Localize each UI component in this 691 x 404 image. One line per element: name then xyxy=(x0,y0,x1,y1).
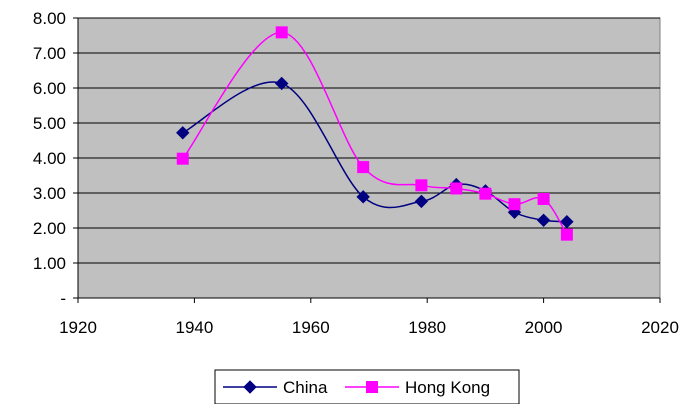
x-tick-label: 2020 xyxy=(641,318,679,337)
y-tick-label: 3.00 xyxy=(33,184,66,203)
data-point-0-2 xyxy=(356,190,370,204)
legend-marker-0 xyxy=(243,380,257,394)
data-point-1-4 xyxy=(450,182,463,195)
x-tick-label: 1960 xyxy=(292,318,330,337)
data-point-0-1 xyxy=(274,76,289,91)
legend-marker-1 xyxy=(366,381,378,393)
x-tick-label: 2000 xyxy=(525,318,563,337)
x-tick-label: 1920 xyxy=(59,318,97,337)
y-tick-label: 4.00 xyxy=(33,149,66,168)
legend-label: China xyxy=(283,378,328,397)
y-tick-label: 7.00 xyxy=(33,44,66,63)
y-tick-label: 5.00 xyxy=(33,114,66,133)
data-point-1-6 xyxy=(508,198,521,211)
data-point-1-7 xyxy=(537,192,550,205)
x-tick-label: 1940 xyxy=(175,318,213,337)
data-point-0-0 xyxy=(176,126,190,140)
data-point-1-8 xyxy=(560,228,573,241)
data-point-1-0 xyxy=(176,152,189,165)
data-point-0-8 xyxy=(560,214,574,229)
data-point-1-5 xyxy=(479,187,492,200)
legend-label: Hong Kong xyxy=(405,378,490,397)
data-point-0-7 xyxy=(536,213,551,228)
y-tick-label: - xyxy=(60,289,66,308)
data-point-1-2 xyxy=(357,161,370,174)
y-tick-label: 1.00 xyxy=(33,254,66,273)
data-point-1-1 xyxy=(275,26,288,39)
data-point-1-3 xyxy=(415,179,428,192)
y-tick-label: 8.00 xyxy=(33,9,66,28)
y-tick-label: 6.00 xyxy=(33,79,66,98)
y-tick-label: 2.00 xyxy=(33,219,66,238)
x-tick-label: 1980 xyxy=(408,318,446,337)
data-point-0-3 xyxy=(414,194,429,209)
